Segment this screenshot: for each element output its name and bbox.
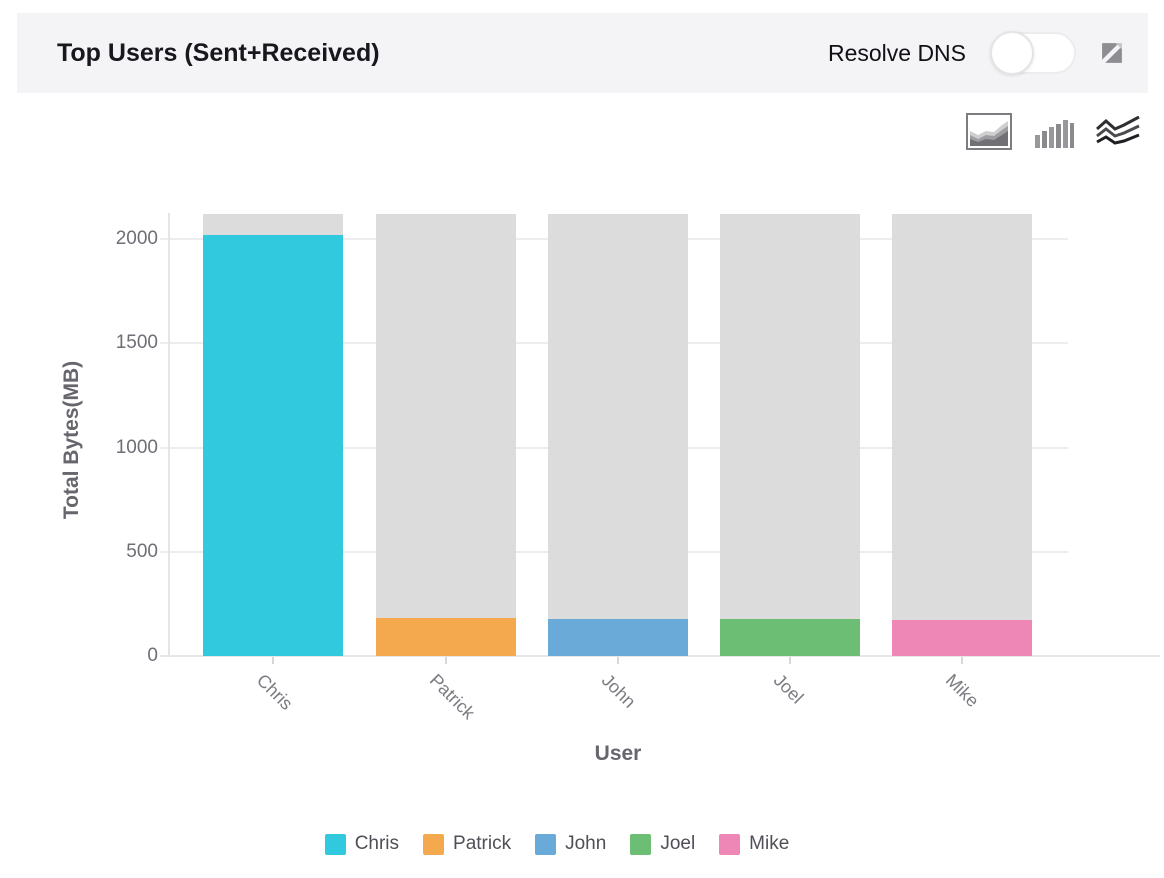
y-axis-line: [168, 213, 170, 657]
x-tick: [789, 657, 791, 664]
widget-title: Top Users (Sent+Received): [57, 38, 380, 67]
legend-swatch: [719, 833, 741, 855]
resolve-dns-label: Resolve DNS: [827, 39, 966, 66]
x-tick: [961, 657, 963, 664]
x-axis-title: User: [594, 742, 642, 765]
y-tick-label: 1000: [115, 436, 158, 458]
legend-swatch: [423, 833, 445, 855]
y-tick-label: 500: [126, 540, 158, 562]
legend-item-chris[interactable]: Chris: [324, 833, 400, 855]
resolve-dns-toggle[interactable]: [990, 31, 1076, 75]
legend-label: Chris: [354, 833, 400, 854]
line-chart-icon[interactable]: [1096, 115, 1140, 148]
bar-value-patrick[interactable]: [376, 618, 516, 656]
x-category-label: Chris: [252, 670, 297, 714]
chart-legend: Chris Patrick John Joel Mike: [0, 833, 1114, 855]
bar-backdrop-john[interactable]: [548, 213, 688, 656]
bar-value-joel[interactable]: [720, 619, 860, 656]
bar-chart-icon[interactable]: [1034, 116, 1074, 148]
x-category-label: Mike: [941, 670, 983, 712]
bar-backdrop-mike[interactable]: [892, 213, 1032, 656]
legend-swatch: [535, 833, 557, 855]
legend-item-mike[interactable]: Mike: [719, 833, 789, 855]
area-chart-icon[interactable]: [966, 113, 1012, 150]
legend-swatch: [324, 833, 346, 855]
y-tick-label: 0: [147, 645, 158, 666]
bar-backdrop-joel[interactable]: [720, 213, 860, 656]
chart-type-toolbar: [966, 113, 1140, 150]
x-tick: [272, 657, 274, 664]
y-tick-label: 2000: [115, 228, 158, 249]
legend-label: Patrick: [453, 833, 512, 854]
legend-label: John: [565, 833, 607, 854]
legend-item-patrick[interactable]: Patrick: [423, 833, 511, 855]
bar-value-john[interactable]: [548, 619, 688, 656]
toggle-knob: [990, 31, 1034, 75]
x-axis-line: [160, 655, 1160, 657]
y-tick-label: 1500: [115, 332, 158, 354]
legend-item-john[interactable]: John: [535, 833, 606, 855]
legend-swatch: [630, 833, 652, 855]
legend-label: Mike: [749, 833, 790, 854]
bar-value-mike[interactable]: [892, 620, 1032, 656]
x-tick: [617, 657, 619, 664]
x-category-label: Joel: [769, 670, 808, 708]
x-category-label: John: [597, 670, 640, 712]
expand-icon[interactable]: [1100, 41, 1124, 65]
bar-value-chris[interactable]: [203, 234, 343, 656]
widget-header: Top Users (Sent+Received) Resolve DNS: [17, 13, 1148, 93]
x-tick: [445, 657, 447, 664]
legend-item-joel[interactable]: Joel: [630, 833, 695, 855]
x-category-label: Patrick: [425, 670, 479, 724]
bar-backdrop-patrick[interactable]: [376, 213, 516, 656]
legend-label: Joel: [660, 833, 696, 854]
